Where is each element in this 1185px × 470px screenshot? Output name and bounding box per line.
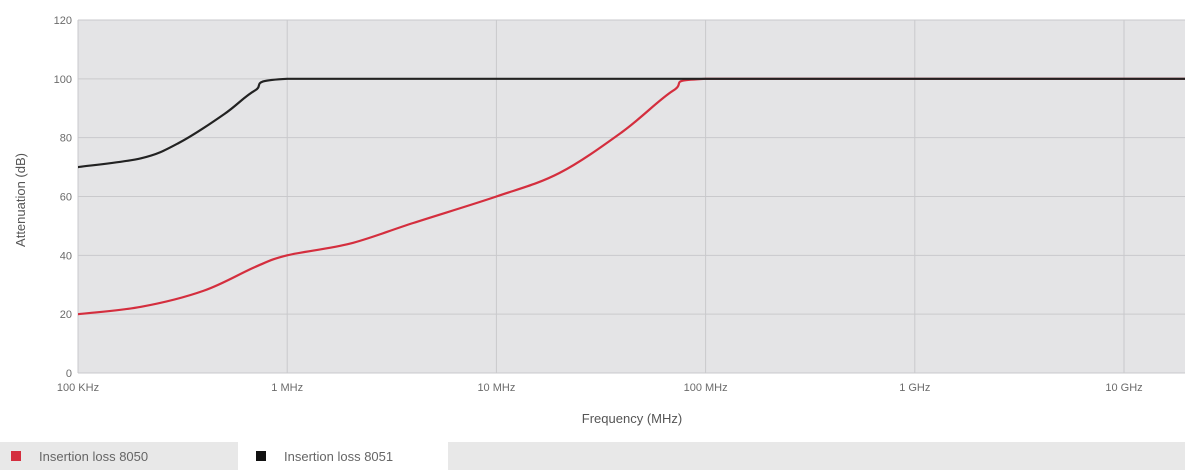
legend-label: Insertion loss 8051 <box>284 448 394 464</box>
legend: Insertion loss 8050 Insertion loss 8051 <box>0 442 1185 470</box>
x-tick-label: 10 GHz <box>1105 382 1142 394</box>
legend-label: Insertion loss 8050 <box>39 448 149 464</box>
x-tick-label: 1 MHz <box>271 382 303 394</box>
series-layer <box>78 77 1185 316</box>
y-tick-labels: 0 20 40 60 80 100 120 <box>54 15 72 380</box>
x-tick-labels: 100 KHz 1 MHz 10 MHz 100 MHz 1 GHz 10 GHz <box>57 382 1143 394</box>
y-axis-title: Attenuation (dB) <box>13 153 28 247</box>
series-line-1 <box>78 77 1185 169</box>
y-tick-label: 60 <box>60 192 72 204</box>
x-tick-label: 10 MHz <box>477 382 515 394</box>
legend-swatch-red <box>11 451 21 461</box>
y-tick-label: 40 <box>60 250 72 262</box>
y-tick-label: 100 <box>54 74 72 86</box>
legend-item-insertion-loss-8050[interactable]: Insertion loss 8050 <box>11 442 231 470</box>
legend-swatch-black <box>256 451 266 461</box>
y-tick-label: 20 <box>60 309 72 321</box>
x-tick-label: 100 MHz <box>684 382 728 394</box>
chart: 0 20 40 60 80 100 120 100 KHz 1 MHz 10 MHz 100 MH… <box>13 15 1185 426</box>
y-tick-label: 120 <box>54 15 72 27</box>
x-tick-label: 1 GHz <box>899 382 930 394</box>
x-axis-title: Frequency (MHz) <box>582 411 682 426</box>
y-tick-label: 0 <box>66 368 72 380</box>
legend-item-insertion-loss-8051[interactable]: Insertion loss 8051 <box>238 442 448 470</box>
x-tick-label: 100 KHz <box>57 382 99 394</box>
y-tick-label: 80 <box>60 133 72 145</box>
